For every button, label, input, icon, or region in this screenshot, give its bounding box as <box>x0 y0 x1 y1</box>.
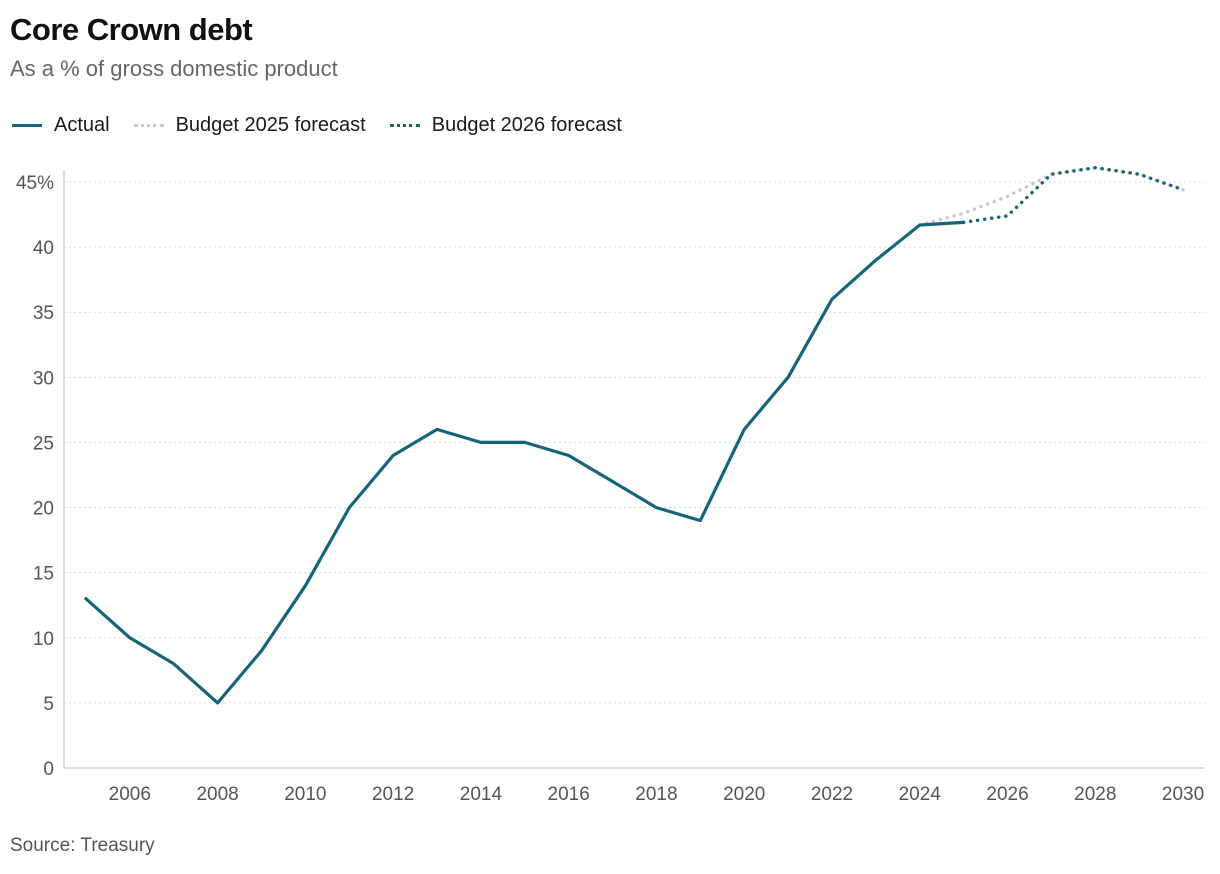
legend-item-budget-2026: Budget 2026 forecast <box>389 114 622 137</box>
x-tick-label: 2024 <box>899 784 942 805</box>
x-tick-label: 2014 <box>460 784 503 805</box>
x-tick-label: 2018 <box>635 784 677 805</box>
chart-subtitle: As a % of gross domestic product <box>10 56 338 81</box>
legend-label: Actual <box>54 114 110 136</box>
legend-swatch-dotted-grey-icon <box>133 124 164 127</box>
y-tick-label: 45% <box>16 173 54 194</box>
y-tick-label: 35 <box>33 303 54 324</box>
legend: Actual Budget 2025 forecast Budget 2026 … <box>12 114 646 137</box>
series-line-actual <box>84 220 966 705</box>
legend-swatch-solid-icon <box>12 124 42 127</box>
x-tick-label: 2008 <box>196 784 238 805</box>
x-tick-label: 2006 <box>109 784 151 805</box>
legend-label: Budget 2025 forecast <box>175 114 366 136</box>
y-tick-label: 40 <box>33 238 54 259</box>
x-tick-label: 2022 <box>811 784 853 805</box>
y-tick-label: 20 <box>33 499 54 520</box>
legend-label: Budget 2026 forecast <box>431 114 622 136</box>
x-tick-label: 2012 <box>372 784 414 805</box>
x-tick-label: 2010 <box>284 784 326 805</box>
y-tick-label: 25 <box>33 433 54 454</box>
legend-item-budget-2025: Budget 2025 forecast <box>133 114 366 137</box>
x-tick-label: 2020 <box>723 784 765 805</box>
x-tick-label: 2026 <box>986 784 1028 805</box>
source-note: Source: Treasury <box>10 835 155 856</box>
y-tick-label: 5 <box>43 694 54 715</box>
y-tick-label: 0 <box>43 759 54 780</box>
x-tick-label: 2016 <box>548 784 590 805</box>
y-tick-label: 15 <box>33 564 54 585</box>
legend-item-actual: Actual <box>12 114 110 137</box>
y-tick-label: 10 <box>33 629 54 650</box>
x-tick-label: 2028 <box>1074 784 1116 805</box>
series-line-budget-2026-forecast <box>961 165 1185 225</box>
y-tick-label: 30 <box>33 368 54 389</box>
chart-title: Core Crown debt <box>10 12 253 47</box>
x-tick-label: 2030 <box>1162 784 1204 805</box>
legend-swatch-dotted-teal-icon <box>389 124 420 127</box>
